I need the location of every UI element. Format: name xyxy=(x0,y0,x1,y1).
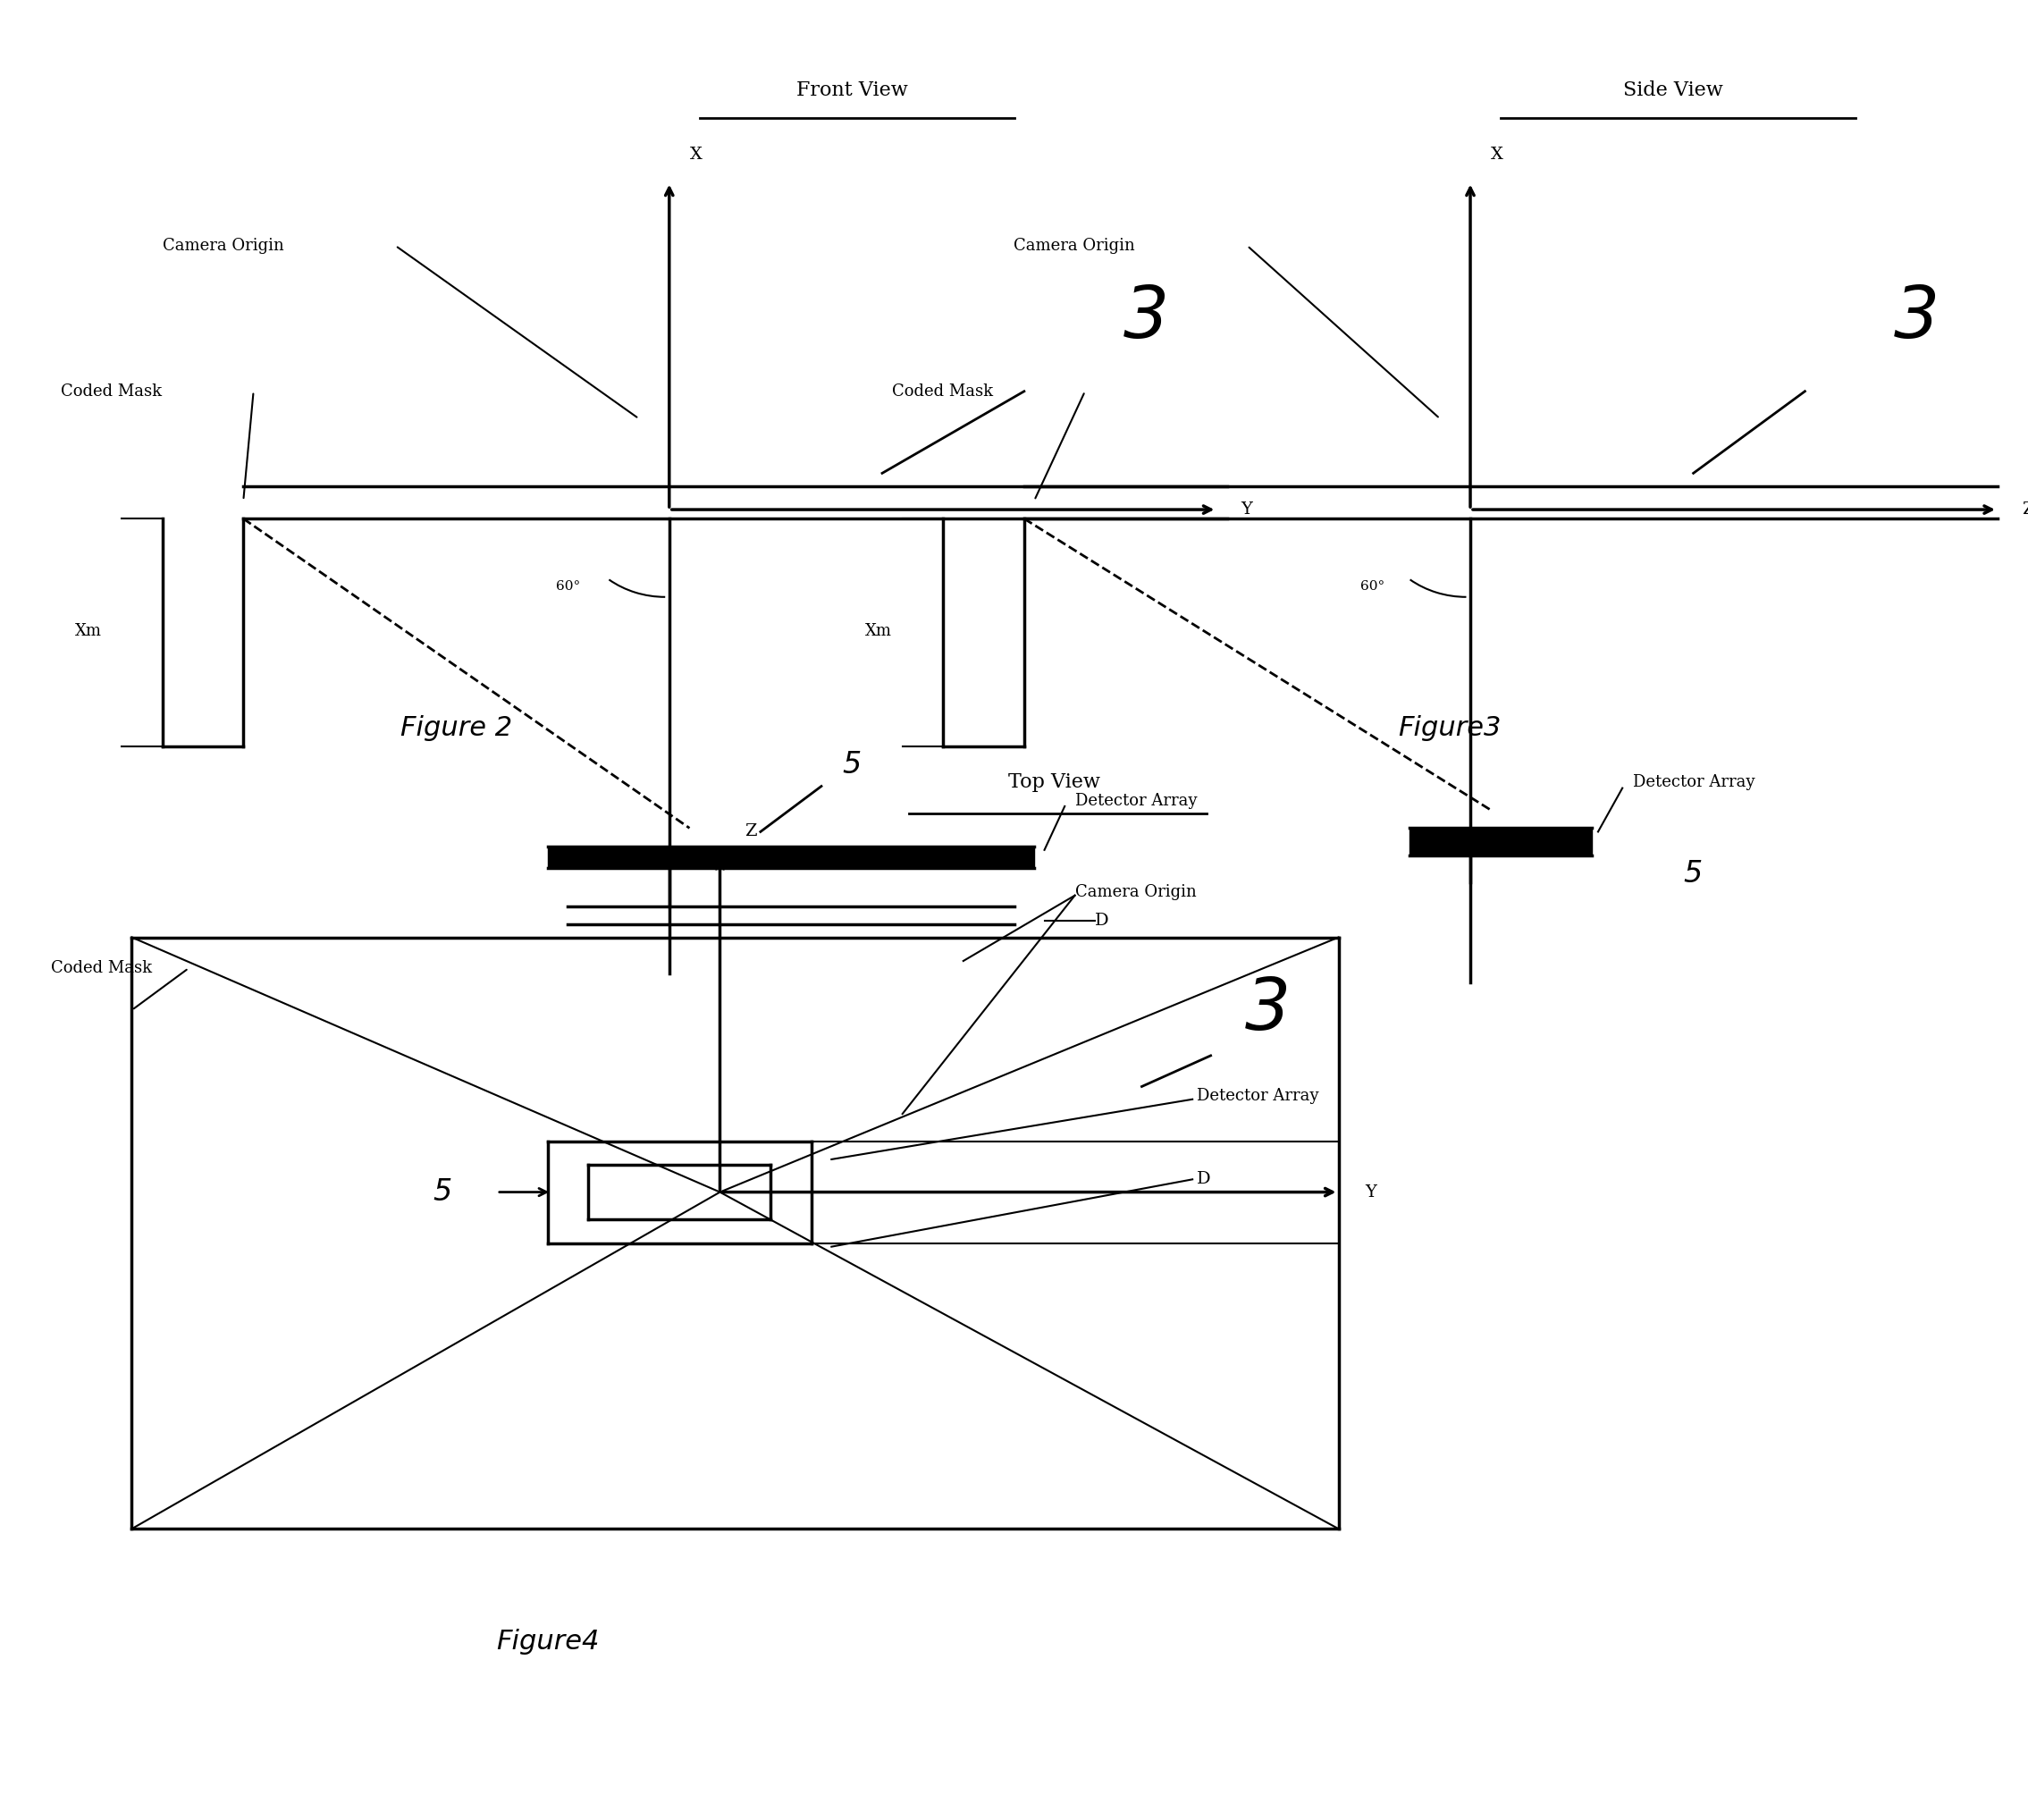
Text: Side View: Side View xyxy=(1622,80,1724,100)
Polygon shape xyxy=(548,846,1034,868)
Text: Figure3: Figure3 xyxy=(1399,715,1501,741)
Text: X: X xyxy=(1491,147,1503,162)
Text: Camera Origin: Camera Origin xyxy=(1075,885,1197,899)
Text: 60°: 60° xyxy=(1361,581,1385,592)
Text: Coded Mask: Coded Mask xyxy=(892,384,994,399)
Text: Z: Z xyxy=(2022,502,2028,517)
Text: 5: 5 xyxy=(842,750,862,779)
Text: Detector Array: Detector Array xyxy=(1633,775,1754,790)
Text: X: X xyxy=(690,147,702,162)
Text: Camera Origin: Camera Origin xyxy=(162,238,284,253)
Text: Figure4: Figure4 xyxy=(497,1629,598,1654)
Text: Figure 2: Figure 2 xyxy=(400,715,513,741)
Polygon shape xyxy=(1409,828,1592,855)
Text: 3: 3 xyxy=(1124,284,1168,353)
Text: Detector Array: Detector Array xyxy=(1197,1088,1318,1103)
Text: Coded Mask: Coded Mask xyxy=(61,384,162,399)
Text: Detector Array: Detector Array xyxy=(1075,794,1197,808)
Text: Front View: Front View xyxy=(797,80,907,100)
Text: Xm: Xm xyxy=(75,624,101,639)
Text: D: D xyxy=(1197,1172,1211,1187)
Text: Xm: Xm xyxy=(866,624,892,639)
Text: 5: 5 xyxy=(1683,859,1701,888)
Text: Y: Y xyxy=(1365,1185,1377,1199)
Text: 5: 5 xyxy=(432,1178,452,1207)
Text: Top View: Top View xyxy=(1008,772,1101,792)
Text: Coded Mask: Coded Mask xyxy=(51,961,152,976)
Text: Z: Z xyxy=(744,824,756,839)
Text: D: D xyxy=(1095,914,1109,928)
Text: Camera Origin: Camera Origin xyxy=(1014,238,1136,253)
Text: Y: Y xyxy=(1241,502,1253,517)
Text: 3: 3 xyxy=(1245,976,1290,1045)
Text: 3: 3 xyxy=(1894,284,1939,353)
Text: 60°: 60° xyxy=(556,581,580,592)
